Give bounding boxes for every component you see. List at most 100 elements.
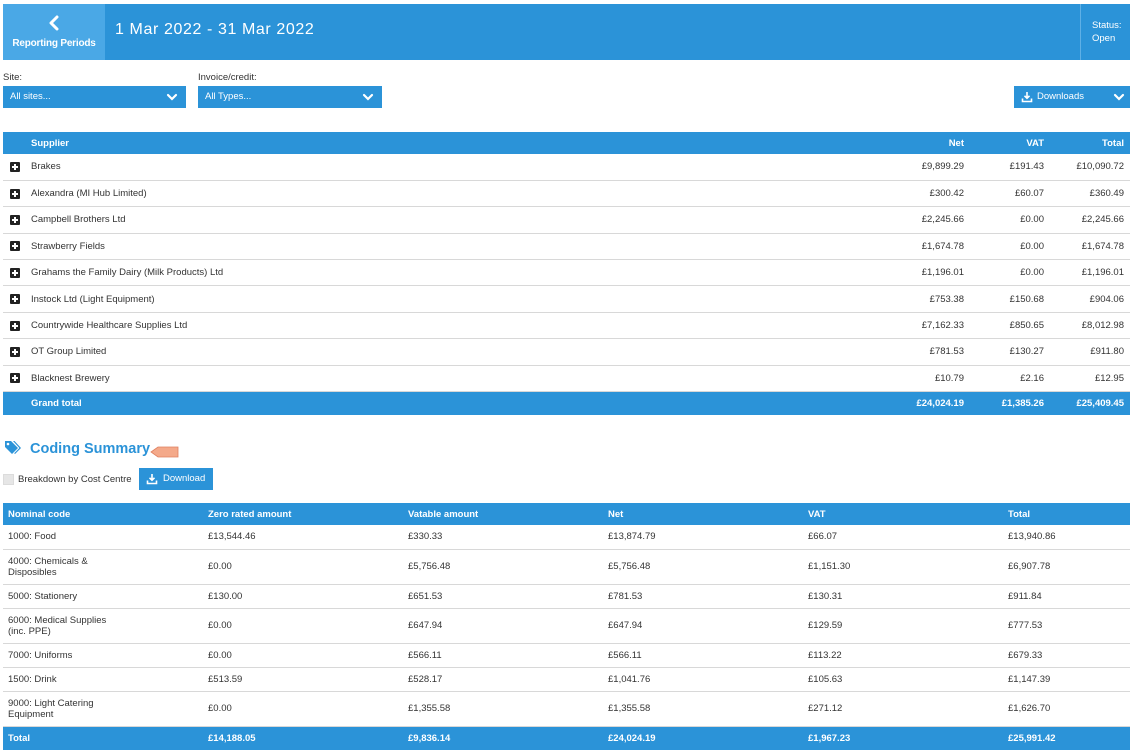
expand-plus-icon[interactable] [10,294,20,305]
net-header: Net [830,132,970,154]
supplier-vat: £0.00 [970,233,1050,261]
vat-amount: £130.31 [803,584,1003,609]
grand-total-vat: £1,385.26 [970,391,1050,415]
zero-rated-header: Zero rated amount [203,503,403,525]
supplier-vat: £60.07 [970,180,1050,208]
supplier-total: £360.49 [1050,180,1130,208]
total-header: Total [1050,132,1130,154]
supplier-total: £904.06 [1050,285,1130,313]
expand-plus-icon[interactable] [10,214,20,225]
expand-plus-icon[interactable] [10,373,20,384]
supplier-vat: £2.16 [970,365,1050,393]
header-bar: Reporting Periods 1 Mar 2022 - 31 Mar 20… [3,4,1130,60]
nominal-code: 1500: Drink [3,667,203,692]
expand-plus-icon[interactable] [10,188,20,199]
period-title: 1 Mar 2022 - 31 Mar 2022 [115,21,315,38]
total-amount: £777.53 [1003,608,1130,644]
table-row: 5000: Stationery £130.00 £651.53 £781.53… [3,584,1130,609]
net-amount: £1,041.76 [603,667,803,692]
vatable-header: Vatable amount [403,503,603,525]
zero-rated-amount: £0.00 [203,608,403,644]
coding-total-label: Total [3,726,203,750]
site-label: Site: [3,72,23,83]
expand-plus-icon[interactable] [10,161,20,172]
coding-total-net: £24,024.19 [603,726,803,750]
supplier-name: Alexandra (MI Hub Limited) [27,180,830,208]
table-row: OT Group Limited £781.53 £130.27 £911.80 [3,338,1130,366]
coding-header-row: Nominal code Zero rated amount Vatable a… [3,503,1130,525]
zero-rated-amount: £0.00 [203,691,403,727]
tags-icon [5,441,21,454]
nominal-code: 9000: Light Catering Equipment [3,691,203,727]
supplier-header: Supplier [27,132,830,154]
net-amount: £5,756.48 [603,549,803,585]
table-row: Instock Ltd (Light Equipment) £753.38 £1… [3,285,1130,313]
grand-total-row: Grand total £24,024.19 £1,385.26 £25,409… [3,391,1130,415]
table-row: 1500: Drink £513.59 £528.17 £1,041.76 £1… [3,667,1130,692]
supplier-net: £7,162.33 [830,312,970,340]
total-header: Total [1003,503,1130,525]
supplier-name: Grahams the Family Dairy (Milk Products)… [27,259,830,287]
coding-total-vat: £1,967.23 [803,726,1003,750]
supplier-net: £300.42 [830,180,970,208]
table-row: 7000: Uniforms £0.00 £566.11 £566.11 £11… [3,643,1130,668]
coding-total-total: £25,991.42 [1003,726,1130,750]
net-amount: £566.11 [603,643,803,668]
grand-total-net: £24,024.19 [830,391,970,415]
coding-download-button[interactable]: Download [139,468,213,490]
supplier-net: £1,674.78 [830,233,970,261]
supplier-net: £2,245.66 [830,206,970,234]
invoice-type-select[interactable]: All Types... [198,86,382,108]
table-row: Grahams the Family Dairy (Milk Products)… [3,259,1130,287]
nominal-code: 4000: Chemicals & Disposibles [3,549,203,585]
breakdown-label: Breakdown by Cost Centre [18,474,132,485]
coding-summary-table: Nominal code Zero rated amount Vatable a… [3,503,1130,750]
expand-header [3,132,27,154]
status-value: Open [1092,33,1116,44]
total-amount: £6,907.78 [1003,549,1130,585]
table-row: 6000: Medical Supplies (inc. PPE) £0.00 … [3,608,1130,644]
supplier-name: Strawberry Fields [27,233,830,261]
supplier-vat: £0.00 [970,259,1050,287]
supplier-total: £12.95 [1050,365,1130,393]
nominal-code: 5000: Stationery [3,584,203,609]
vatable-amount: £647.94 [403,608,603,644]
downloads-dropdown-button[interactable]: Downloads [1014,86,1130,108]
expand-plus-icon[interactable] [10,320,20,331]
net-amount: £781.53 [603,584,803,609]
supplier-name: Instock Ltd (Light Equipment) [27,285,830,313]
reporting-periods-button[interactable]: Reporting Periods [3,4,105,60]
coding-total-zero: £14,188.05 [203,726,403,750]
table-row: Strawberry Fields £1,674.78 £0.00 £1,674… [3,233,1130,261]
invoice-select-value: All Types... [205,91,252,102]
nominal-code-header: Nominal code [3,503,203,525]
supplier-net: £10.79 [830,365,970,393]
table-row: Alexandra (MI Hub Limited) £300.42 £60.0… [3,180,1130,208]
supplier-vat: £150.68 [970,285,1050,313]
table-row: Blacknest Brewery £10.79 £2.16 £12.95 [3,365,1130,393]
vatable-amount: £330.33 [403,525,603,550]
supplier-total: £2,245.66 [1050,206,1130,234]
expand-plus-icon[interactable] [10,267,20,278]
site-select[interactable]: All sites... [3,86,186,108]
chevron-left-icon [49,15,59,31]
vat-amount: £271.12 [803,691,1003,727]
downloads-label: Downloads [1037,91,1084,102]
nominal-code: 6000: Medical Supplies (inc. PPE) [3,608,203,644]
supplier-total: £10,090.72 [1050,154,1130,181]
supplier-total: £911.80 [1050,338,1130,366]
supplier-net: £9,899.29 [830,154,970,181]
table-row: Campbell Brothers Ltd £2,245.66 £0.00 £2… [3,206,1130,234]
zero-rated-amount: £0.00 [203,549,403,585]
total-amount: £911.84 [1003,584,1130,609]
vat-amount: £105.63 [803,667,1003,692]
total-amount: £1,626.70 [1003,691,1130,727]
expand-plus-icon[interactable] [10,346,20,357]
vatable-amount: £528.17 [403,667,603,692]
coding-summary-title: Coding Summary [30,441,151,457]
breakdown-checkbox[interactable] [3,474,14,485]
table-row: 1000: Food £13,544.46 £330.33 £13,874.79… [3,525,1130,550]
net-amount: £647.94 [603,608,803,644]
expand-plus-icon[interactable] [10,241,20,252]
vat-amount: £129.59 [803,608,1003,644]
